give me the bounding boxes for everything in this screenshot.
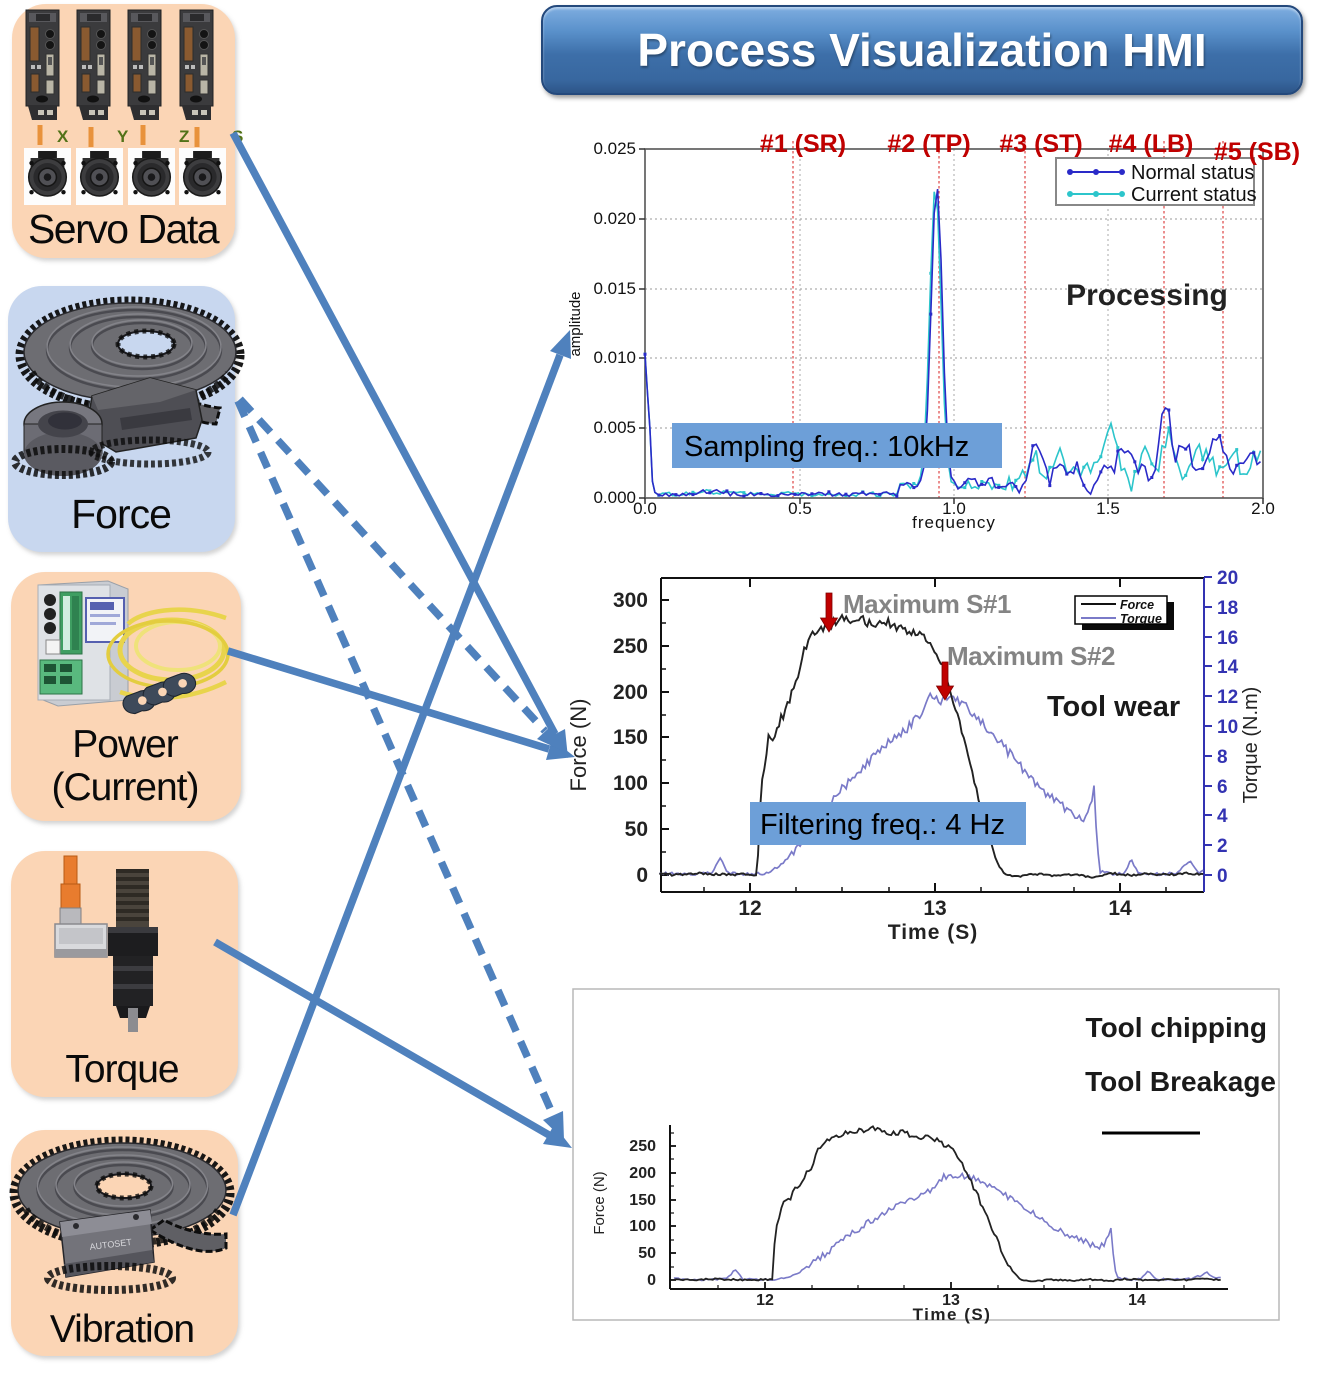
svg-text:Current status: Current status xyxy=(1131,184,1257,206)
svg-text:#3 (ST): #3 (ST) xyxy=(999,130,1082,158)
svg-text:0.000: 0.000 xyxy=(593,488,636,507)
svg-text:Force: Force xyxy=(1120,598,1154,612)
svg-text:150: 150 xyxy=(629,1192,656,1209)
svg-text:Y: Y xyxy=(117,127,129,146)
svg-text:16: 16 xyxy=(1217,628,1238,649)
svg-text:0.015: 0.015 xyxy=(593,279,636,298)
svg-text:Time (S): Time (S) xyxy=(913,1305,992,1324)
svg-text:Time (S): Time (S) xyxy=(888,921,978,944)
svg-text:14: 14 xyxy=(1217,657,1239,678)
svg-text:8: 8 xyxy=(1217,747,1228,768)
svg-text:50: 50 xyxy=(625,818,648,841)
svg-text:13: 13 xyxy=(942,1292,960,1309)
svg-text:Power: Power xyxy=(72,723,179,766)
svg-text:Torque (N.m): Torque (N.m) xyxy=(1240,687,1262,804)
svg-text:Torque: Torque xyxy=(1120,612,1162,626)
svg-text:Filtering freq.: 4 Hz: Filtering freq.: 4 Hz xyxy=(760,809,1005,841)
svg-text:0.005: 0.005 xyxy=(593,418,636,437)
svg-text:0.0: 0.0 xyxy=(633,499,657,518)
svg-text:100: 100 xyxy=(613,772,648,795)
svg-text:0.025: 0.025 xyxy=(593,139,636,158)
svg-text:Servo Data: Servo Data xyxy=(28,206,220,252)
svg-text:14: 14 xyxy=(1108,897,1132,920)
svg-text:0.010: 0.010 xyxy=(593,348,636,367)
svg-text:Force (N): Force (N) xyxy=(591,1171,608,1234)
svg-text:150: 150 xyxy=(613,726,648,749)
svg-text:Vibration: Vibration xyxy=(50,1308,194,1351)
svg-text:Maximum S#1: Maximum S#1 xyxy=(843,589,1011,619)
svg-text:13: 13 xyxy=(923,897,946,920)
svg-text:0: 0 xyxy=(647,1272,656,1289)
svg-text:250: 250 xyxy=(613,635,648,658)
svg-text:250: 250 xyxy=(629,1138,656,1155)
svg-text:Normal status: Normal status xyxy=(1131,162,1254,184)
svg-text:2: 2 xyxy=(1217,836,1228,857)
svg-text:200: 200 xyxy=(629,1165,656,1182)
svg-text:1.5: 1.5 xyxy=(1096,499,1120,518)
svg-text:0.5: 0.5 xyxy=(788,499,812,518)
svg-text:Maximum S#2: Maximum S#2 xyxy=(947,641,1115,671)
svg-text:(Current): (Current) xyxy=(51,766,198,809)
svg-text:0: 0 xyxy=(636,864,648,887)
svg-text:Sampling freq.: 10kHz: Sampling freq.: 10kHz xyxy=(684,431,969,463)
svg-text:Processing: Processing xyxy=(1066,279,1228,312)
svg-text:X: X xyxy=(57,127,69,146)
svg-text:12: 12 xyxy=(756,1292,774,1309)
svg-text:1.0: 1.0 xyxy=(942,499,966,518)
svg-text:Z: Z xyxy=(179,127,189,146)
svg-text:12: 12 xyxy=(738,897,761,920)
svg-text:2.0: 2.0 xyxy=(1251,499,1275,518)
svg-text:Tool Breakage: Tool Breakage xyxy=(1085,1066,1276,1097)
svg-text:#2 (TP): #2 (TP) xyxy=(887,130,970,158)
svg-text:Torque: Torque xyxy=(65,1048,178,1091)
svg-text:300: 300 xyxy=(613,589,648,612)
svg-text:amplitude: amplitude xyxy=(567,291,584,356)
svg-text:Force (N): Force (N) xyxy=(566,699,591,792)
svg-text:0: 0 xyxy=(1217,866,1228,887)
svg-text:Tool wear: Tool wear xyxy=(1047,691,1180,723)
svg-text:Force: Force xyxy=(71,491,171,537)
svg-text:#5 (SB): #5 (SB) xyxy=(1214,138,1300,166)
svg-text:Tool chipping: Tool chipping xyxy=(1086,1012,1267,1043)
svg-text:50: 50 xyxy=(638,1245,656,1262)
svg-text:20: 20 xyxy=(1217,568,1238,589)
svg-text:4: 4 xyxy=(1217,806,1228,827)
svg-text:0.020: 0.020 xyxy=(593,209,636,228)
svg-text:6: 6 xyxy=(1217,777,1228,798)
svg-text:12: 12 xyxy=(1217,687,1238,708)
svg-text:14: 14 xyxy=(1128,1292,1146,1309)
svg-text:10: 10 xyxy=(1217,717,1238,738)
svg-text:100: 100 xyxy=(629,1218,656,1235)
svg-text:200: 200 xyxy=(613,681,648,704)
svg-text:18: 18 xyxy=(1217,598,1238,619)
svg-text:#4 (LB): #4 (LB) xyxy=(1109,130,1194,158)
svg-text:#1 (SR): #1 (SR) xyxy=(760,130,846,158)
svg-text:frequency: frequency xyxy=(912,513,996,532)
